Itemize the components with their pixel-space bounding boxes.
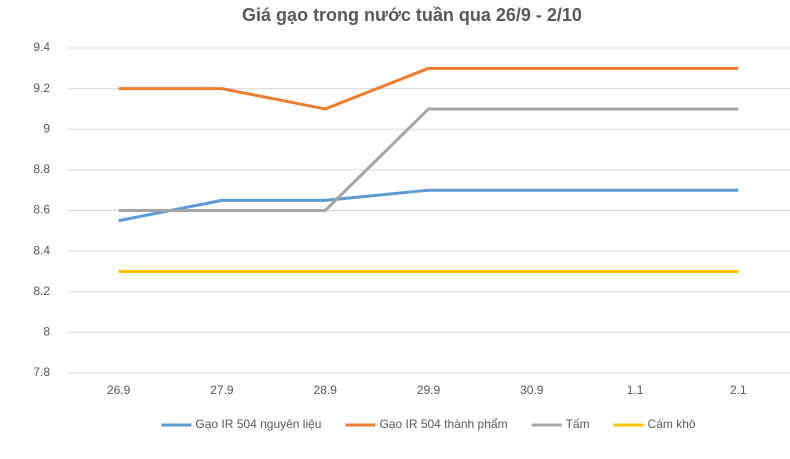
x-tick-label: 29.9	[417, 383, 441, 397]
x-tick-label: 26.9	[107, 383, 131, 397]
y-tick-label: 8	[43, 325, 50, 339]
series-line	[118, 107, 739, 212]
x-tick-label: 1.1	[627, 383, 644, 397]
y-tick-label: 8.4	[33, 243, 50, 257]
y-tick-label: 9	[43, 121, 50, 135]
y-tick-label: 8.8	[33, 162, 50, 176]
x-tick-label: 27.9	[210, 383, 234, 397]
series-line	[118, 66, 739, 111]
chart-title: Giá gạo trong nước tuần qua 26/9 - 2/10	[242, 5, 582, 25]
legend-label: Cám khô	[648, 417, 696, 431]
y-tick-label: 8.2	[33, 284, 50, 298]
y-tick-label: 9.2	[33, 81, 50, 95]
legend-label: Gạo IR 504 thành phẩm	[379, 417, 507, 431]
x-tick-label: 28.9	[314, 383, 338, 397]
x-tick-label: 2.1	[730, 383, 747, 397]
y-tick-label: 8.6	[33, 203, 50, 217]
x-tick-label: 30.9	[520, 383, 544, 397]
y-tick-label: 7.8	[33, 365, 50, 379]
y-tick-label: 9.4	[33, 40, 50, 54]
legend-label: Gạo IR 504 nguyên liệu	[195, 417, 321, 431]
legend-label: Tấm	[566, 417, 590, 431]
series-line	[118, 188, 739, 223]
